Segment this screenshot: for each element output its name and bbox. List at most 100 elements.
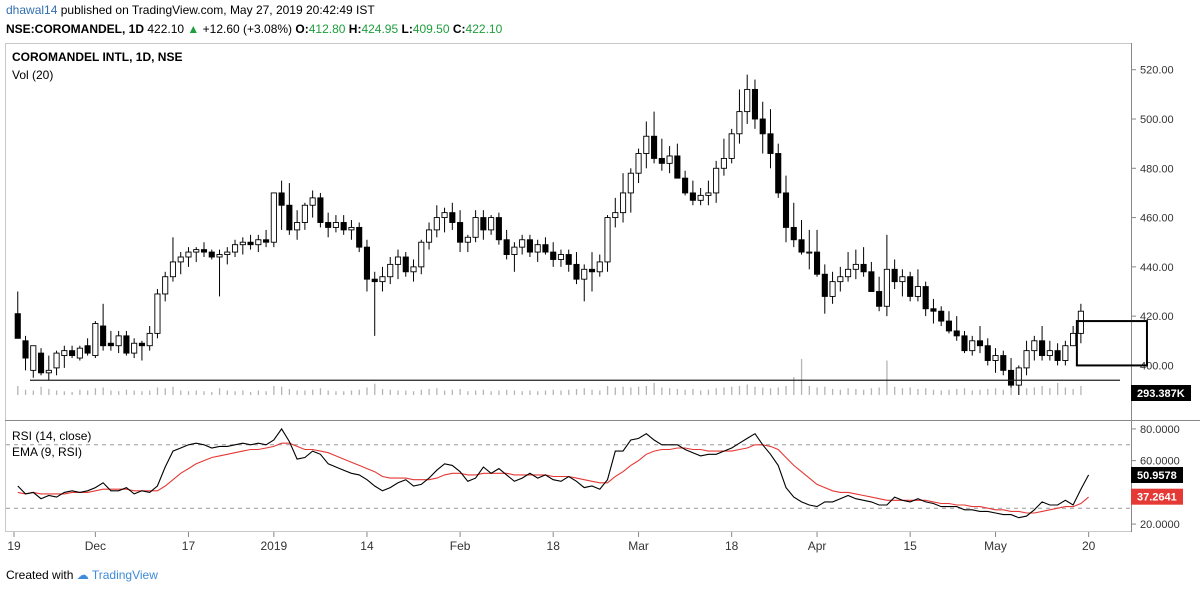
candle[interactable] — [736, 89, 743, 144]
candle[interactable] — [278, 180, 285, 230]
candle[interactable] — [845, 252, 852, 282]
candle[interactable] — [231, 239, 239, 257]
candle[interactable] — [495, 212, 502, 245]
candle[interactable] — [1039, 326, 1046, 361]
candle[interactable] — [356, 222, 363, 253]
candle[interactable] — [441, 207, 448, 233]
candle[interactable] — [76, 345, 83, 361]
candle[interactable] — [1031, 335, 1038, 361]
candle[interactable] — [488, 215, 495, 235]
candle[interactable] — [868, 261, 875, 292]
candle[interactable] — [658, 138, 665, 171]
author-link[interactable]: dhawal14 — [6, 3, 58, 17]
candle[interactable] — [177, 252, 184, 275]
candle[interactable] — [728, 128, 735, 164]
candle[interactable] — [759, 101, 766, 154]
candle[interactable] — [379, 266, 386, 292]
candle[interactable] — [720, 138, 727, 176]
candle[interactable] — [798, 220, 805, 255]
candle[interactable] — [782, 175, 790, 243]
candle[interactable] — [984, 338, 991, 366]
candle[interactable] — [883, 234, 890, 317]
candle[interactable] — [37, 348, 45, 376]
candle[interactable] — [526, 234, 533, 257]
candle[interactable] — [115, 330, 122, 354]
candle[interactable] — [751, 79, 759, 129]
candle[interactable] — [410, 259, 417, 282]
candle[interactable] — [162, 271, 169, 302]
candle[interactable] — [348, 220, 355, 240]
candle[interactable] — [193, 247, 200, 262]
candle[interactable] — [433, 205, 440, 238]
candle[interactable] — [860, 247, 867, 277]
candle[interactable] — [503, 229, 510, 260]
candle[interactable] — [1023, 340, 1030, 376]
candle[interactable] — [340, 215, 347, 235]
candle[interactable] — [449, 202, 456, 230]
candle[interactable] — [511, 242, 518, 272]
candle[interactable] — [619, 173, 627, 223]
candle[interactable] — [107, 330, 114, 351]
candle[interactable] — [643, 121, 650, 169]
candle[interactable] — [651, 111, 658, 164]
candle[interactable] — [945, 311, 953, 334]
candle[interactable] — [627, 168, 634, 213]
candle[interactable] — [713, 160, 720, 203]
candle[interactable] — [813, 229, 821, 277]
candle[interactable] — [542, 237, 549, 255]
candle[interactable] — [914, 269, 921, 302]
candle[interactable] — [992, 348, 999, 373]
candle[interactable] — [852, 249, 859, 280]
candle[interactable] — [22, 335, 29, 371]
candle[interactable] — [216, 249, 223, 297]
candle[interactable] — [821, 264, 828, 314]
candle[interactable] — [123, 330, 130, 356]
candle[interactable] — [138, 340, 145, 361]
candle[interactable] — [550, 242, 557, 267]
candle[interactable] — [169, 237, 177, 282]
candle[interactable] — [464, 234, 471, 253]
candle[interactable] — [472, 210, 479, 243]
candle[interactable] — [286, 183, 293, 235]
candle[interactable] — [581, 264, 588, 302]
candle[interactable] — [263, 229, 270, 248]
candle[interactable] — [1007, 358, 1015, 388]
candle[interactable] — [705, 180, 712, 206]
candle[interactable] — [573, 252, 580, 285]
candle[interactable] — [270, 192, 277, 248]
candle[interactable] — [371, 271, 378, 336]
candle[interactable] — [829, 271, 836, 304]
candle[interactable] — [969, 335, 976, 356]
candle[interactable] — [301, 202, 308, 230]
candle[interactable] — [557, 249, 565, 267]
tradingview-link[interactable]: TradingView — [91, 568, 158, 582]
candle[interactable] — [899, 269, 906, 297]
candle[interactable] — [588, 252, 596, 292]
candle[interactable] — [224, 247, 231, 265]
candle[interactable] — [387, 257, 394, 285]
candle[interactable] — [666, 146, 673, 174]
candle[interactable] — [325, 212, 332, 238]
candle[interactable] — [953, 316, 960, 341]
candle[interactable] — [689, 180, 696, 206]
candle[interactable] — [480, 210, 487, 240]
candle[interactable] — [317, 192, 324, 228]
candle[interactable] — [69, 345, 76, 359]
candle[interactable] — [425, 222, 433, 250]
candle[interactable] — [100, 303, 107, 351]
candle[interactable] — [961, 330, 968, 354]
candle[interactable] — [775, 143, 782, 198]
candle[interactable] — [876, 276, 883, 312]
candle[interactable] — [457, 210, 464, 253]
candle[interactable] — [185, 247, 192, 267]
candle[interactable] — [790, 202, 797, 248]
candle[interactable] — [519, 234, 526, 255]
candle[interactable] — [84, 338, 91, 356]
candle[interactable] — [682, 170, 689, 196]
candle[interactable] — [394, 249, 402, 280]
candle[interactable] — [1000, 350, 1007, 376]
candle[interactable] — [92, 321, 99, 359]
candle[interactable] — [596, 254, 603, 277]
candle[interactable] — [1054, 343, 1061, 366]
